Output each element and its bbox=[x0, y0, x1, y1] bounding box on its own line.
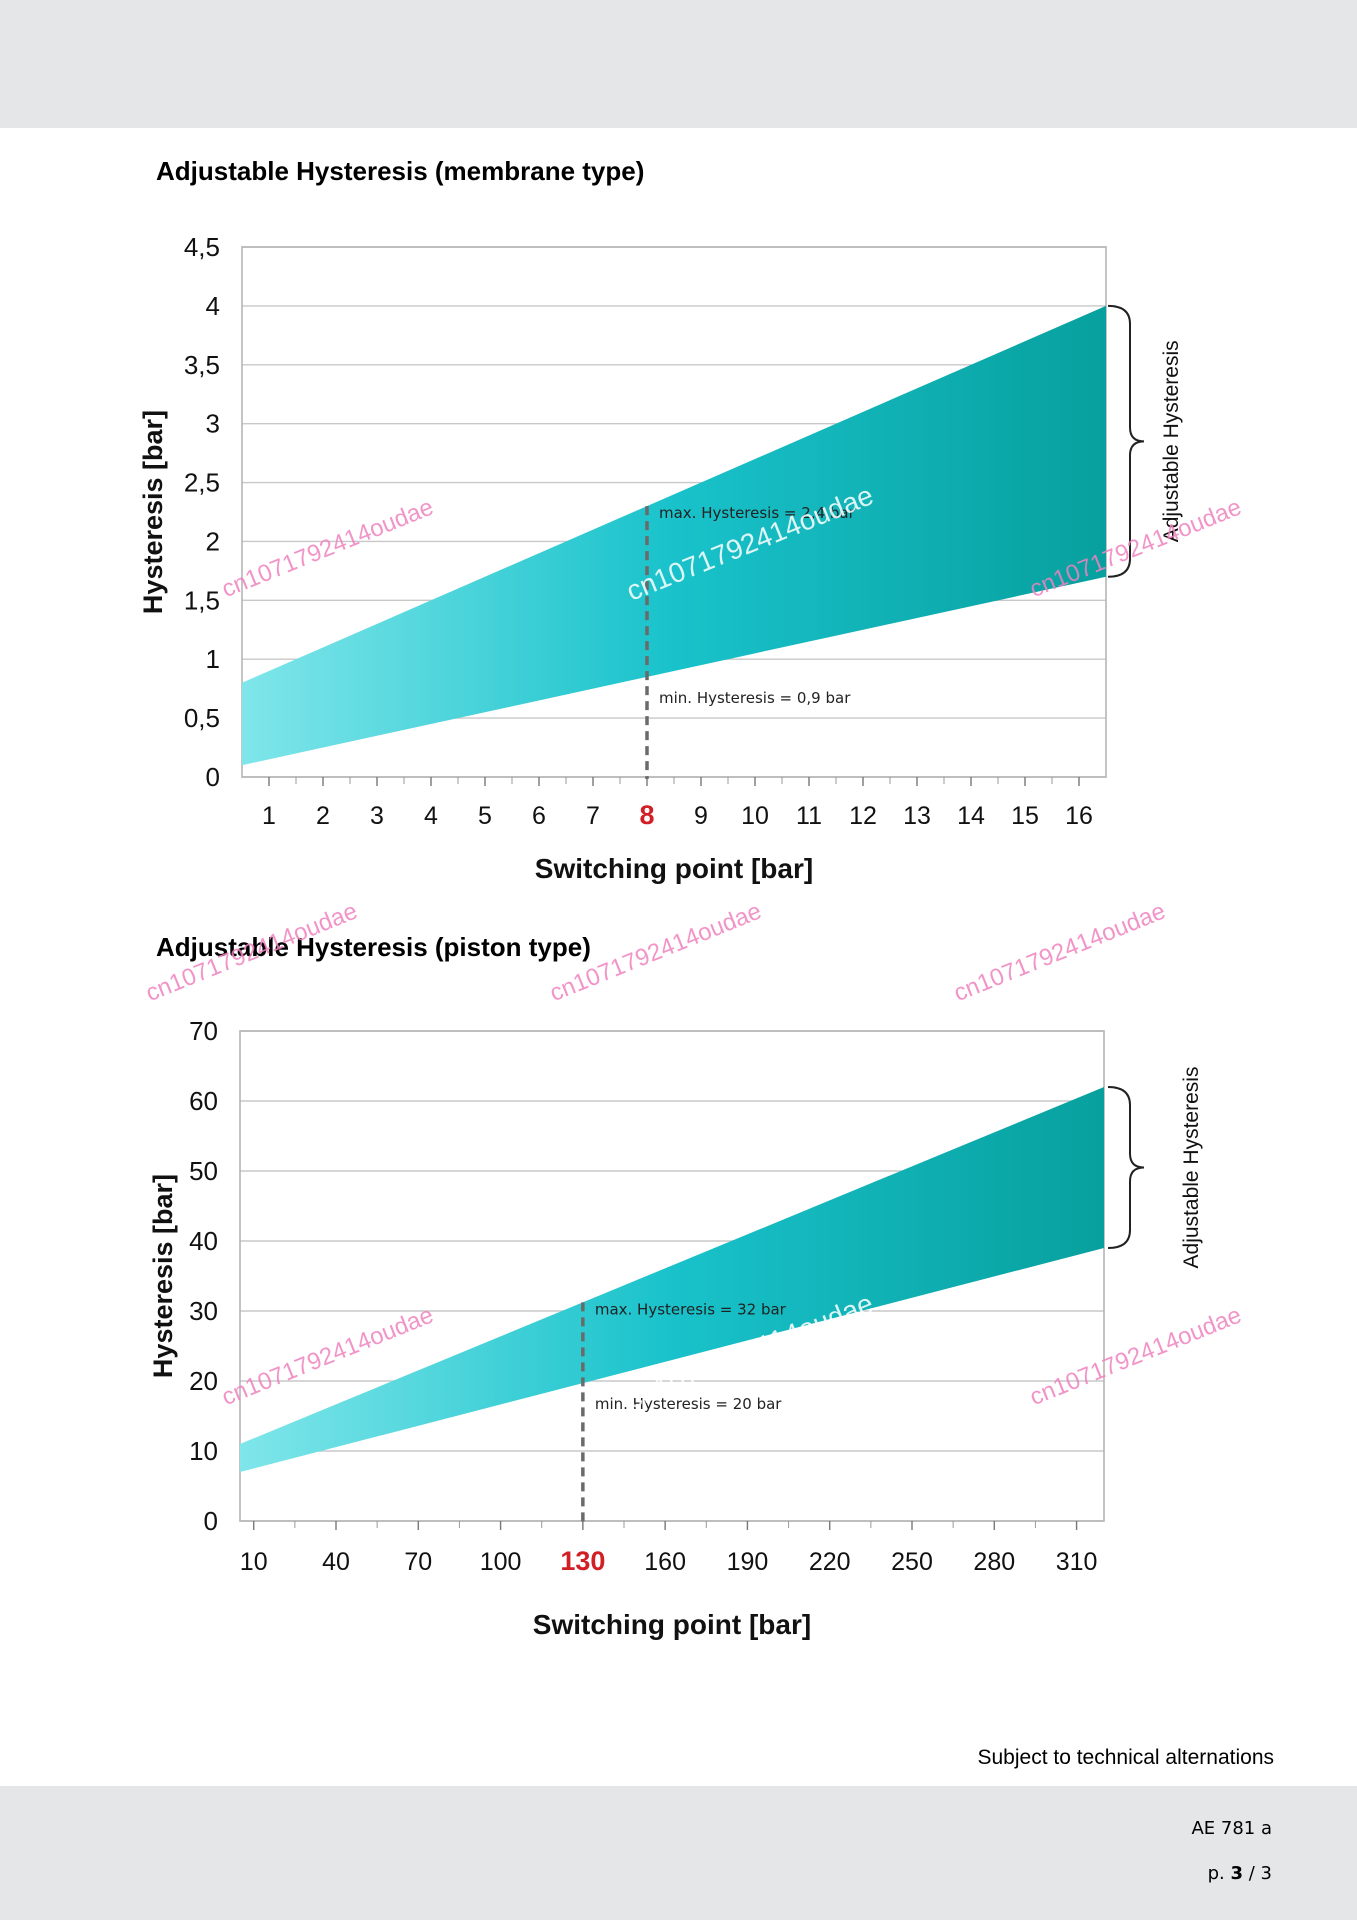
page-total: / 3 bbox=[1248, 1863, 1272, 1884]
page-current: 3 bbox=[1230, 1863, 1244, 1884]
x-tick-label: 14 bbox=[957, 802, 985, 830]
x-tick-label: 220 bbox=[809, 1548, 851, 1576]
x-tick-label: 6 bbox=[532, 802, 546, 830]
technical-note: Subject to technical alternations bbox=[977, 1746, 1274, 1769]
x-tick-label: 16 bbox=[1065, 802, 1093, 830]
y-tick-label: 4,5 bbox=[184, 232, 220, 262]
x-tick-label: 70 bbox=[404, 1548, 432, 1576]
min-hysteresis-label: min. Hysteresis = 0,9 bar bbox=[659, 689, 851, 707]
page-number: p. 3 / 3 bbox=[1208, 1863, 1272, 1884]
header-band bbox=[0, 0, 1357, 128]
footer-band bbox=[0, 1786, 1357, 1920]
x-axis-label: Switching point [bar] bbox=[533, 1609, 811, 1640]
x-tick-label: 2 bbox=[316, 802, 330, 830]
y-tick-label: 60 bbox=[189, 1086, 218, 1116]
x-tick-label: 12 bbox=[849, 802, 877, 830]
y-tick-label: 30 bbox=[189, 1296, 218, 1326]
chart-title-membrane: Adjustable Hysteresis (membrane type) bbox=[156, 156, 645, 186]
y-tick-label: 70 bbox=[189, 1016, 218, 1046]
y-tick-label: 2 bbox=[206, 526, 220, 556]
x-tick-label: 10 bbox=[741, 802, 769, 830]
y-tick-label: 10 bbox=[189, 1436, 218, 1466]
x-tick-label: 4 bbox=[424, 802, 438, 830]
y-axis-label: Hysteresis [bar] bbox=[138, 410, 168, 614]
x-tick-label: 13 bbox=[903, 802, 931, 830]
x-tick-label: 310 bbox=[1056, 1548, 1098, 1576]
x-tick-label: 250 bbox=[891, 1548, 933, 1576]
y-tick-label: 3 bbox=[206, 409, 220, 439]
document-code: AE 781 a bbox=[1191, 1818, 1272, 1839]
chart-title-piston: Adjustable Hysteresis (piston type) bbox=[156, 932, 591, 962]
x-tick-label: 7 bbox=[586, 802, 600, 830]
plot-frame bbox=[239, 1030, 1105, 1522]
y-tick-label: 40 bbox=[189, 1226, 218, 1256]
max-hysteresis-label: max. Hysteresis = 32 bar bbox=[595, 1300, 787, 1318]
y-tick-label: 0,5 bbox=[184, 703, 220, 733]
y-tick-label: 3,5 bbox=[184, 350, 220, 380]
x-tick-label: 5 bbox=[478, 802, 492, 830]
x-axis-label: Switching point [bar] bbox=[535, 853, 813, 884]
x-tick-label: 100 bbox=[480, 1548, 522, 1576]
x-tick-label-highlighted: 130 bbox=[560, 1546, 605, 1576]
membrane-hysteresis-chart: 00,511,522,533,544,51 2 3 4 5 6 7 8 9 10 11 12 13 14 1… bbox=[138, 232, 1183, 884]
y-tick-label: 20 bbox=[189, 1366, 218, 1396]
x-tick-label-highlighted: 8 bbox=[639, 800, 654, 830]
x-tick-label: 280 bbox=[973, 1548, 1015, 1576]
bracket-label: Adjustable Hysteresis bbox=[1180, 1067, 1203, 1269]
hysteresis-bracket bbox=[1107, 304, 1145, 578]
y-tick-label: 1,5 bbox=[184, 585, 220, 615]
piston-hysteresis-chart: 0 10 20 30 40 50 60 70 10 40 70 100 130 160 190 220 250 2… bbox=[148, 1016, 1203, 1640]
y-tick-label: 4 bbox=[206, 291, 220, 321]
x-tick-label: 9 bbox=[694, 802, 708, 830]
x-tick-label: 40 bbox=[322, 1548, 350, 1576]
min-hysteresis-label: min. Hysteresis = 20 bar bbox=[595, 1395, 782, 1413]
hysteresis-band bbox=[242, 305, 1106, 766]
x-tick-label: 1 bbox=[262, 802, 276, 830]
x-tick-label: 15 bbox=[1011, 802, 1039, 830]
x-tick-label: 3 bbox=[370, 802, 384, 830]
y-tick-label: 0 bbox=[206, 762, 220, 792]
x-tick-label: 10 bbox=[240, 1548, 268, 1576]
watermark: cn1071792414oudae bbox=[950, 897, 1170, 1008]
y-tick-label: 1 bbox=[206, 644, 220, 674]
bracket-label: Adjustable Hysteresis bbox=[1160, 340, 1183, 542]
x-tick-label: 11 bbox=[796, 802, 822, 830]
y-tick-label: 2,5 bbox=[184, 468, 220, 498]
x-tick-label: 190 bbox=[727, 1548, 769, 1576]
y-axis-label: Hysteresis [bar] bbox=[148, 1174, 178, 1378]
hysteresis-band bbox=[240, 1087, 1104, 1472]
hysteresis-bracket bbox=[1107, 1086, 1145, 1249]
x-tick-label: 160 bbox=[644, 1548, 686, 1576]
y-tick-label: 0 bbox=[204, 1506, 218, 1536]
y-tick-label: 50 bbox=[189, 1156, 218, 1186]
page-prefix: p. bbox=[1207, 1863, 1225, 1884]
max-hysteresis-label: max. Hysteresis = 2,4 bar bbox=[659, 504, 856, 522]
